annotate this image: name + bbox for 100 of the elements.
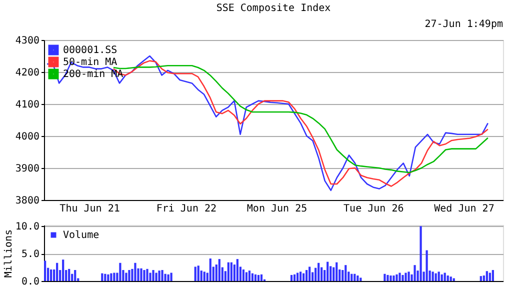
bar [248,270,251,281]
y-tick-label: 3800 [15,196,40,206]
y-axis-title: Millions [3,229,14,278]
bar [227,262,230,281]
bar [242,269,244,281]
bar [306,270,308,281]
bar [330,266,332,281]
text: 27-Jun 1:49pm [424,19,503,30]
legend-label: 50-min MA [63,57,118,68]
bar [384,274,386,281]
y-tick-label: 5.0 [21,249,40,260]
bar [74,270,76,281]
bar [300,272,302,281]
bar [161,270,164,281]
bar [308,266,311,281]
bar [125,272,128,281]
bar [450,276,452,281]
bar [110,273,112,281]
bar [236,259,238,281]
bar [134,262,136,281]
bar [480,276,482,281]
bar [302,273,305,281]
bar [492,270,494,281]
bar [140,268,142,281]
bar [209,258,212,281]
bar [390,276,392,281]
x-tick-label: Fri Jun 22 [156,204,217,214]
bar [336,262,338,281]
bar [446,276,449,281]
bar [50,269,52,281]
y-tick-label: 3900 [15,164,40,174]
bar [155,272,158,281]
bar [149,272,152,281]
bar [360,278,362,281]
bar [254,274,257,281]
bar [68,268,70,281]
bar [119,262,122,281]
bar [230,262,232,281]
bar [488,272,491,281]
bar [290,274,293,281]
bar [318,262,320,281]
bar [113,272,116,281]
bar [56,262,58,281]
bar [432,272,434,281]
y-tick-label: 0.0 [21,276,40,288]
bar [486,271,488,281]
bar [167,274,170,281]
x-tick-label: Thu Jun 21 [60,204,120,214]
bar [245,272,248,281]
bar [128,270,130,281]
bar [101,273,104,281]
bar [164,274,166,281]
bar [293,274,296,281]
bar [392,276,395,281]
bar [426,250,428,281]
chart-title: SSE Composite Index [216,3,331,14]
bar [107,274,110,281]
bar [354,274,356,281]
x-tick-label: Mon Jun 25 [246,204,308,214]
bar [404,272,407,281]
bar [158,270,160,281]
bar [218,259,220,281]
bar [408,272,410,281]
bar [386,274,389,281]
bar [194,266,196,281]
y-tick-label: 4000 [15,132,40,142]
bar [152,270,154,281]
bar [62,260,64,281]
bar [260,274,263,281]
bar [438,272,440,281]
y-tick-label: 4300 [15,36,40,46]
bar [104,274,106,281]
legend-label: Volume [63,230,100,241]
bar [146,268,148,281]
bar [257,274,260,281]
bar [398,272,401,281]
bar [203,272,206,281]
bar [396,274,398,281]
bar [251,273,254,281]
bar [402,274,404,281]
bar [414,265,416,281]
y-tick-label: 4200 [15,68,40,78]
bar [296,272,299,281]
bar [356,276,359,281]
bar [440,274,443,281]
bar [44,260,46,281]
x-tick-label: Wed Jun 27 [434,204,494,214]
line-series [46,55,489,192]
y-tick-label: 10.0 [15,222,40,233]
bar [344,265,347,281]
y-tick-label: 4100 [15,100,40,110]
bar [197,266,200,281]
bar [444,272,446,281]
bar [350,274,353,281]
x-tick-label: Tue Jun 26 [344,204,404,214]
bar [143,270,146,281]
bar [320,267,323,281]
bar [420,226,422,281]
bar [434,273,437,281]
bar [170,272,172,281]
